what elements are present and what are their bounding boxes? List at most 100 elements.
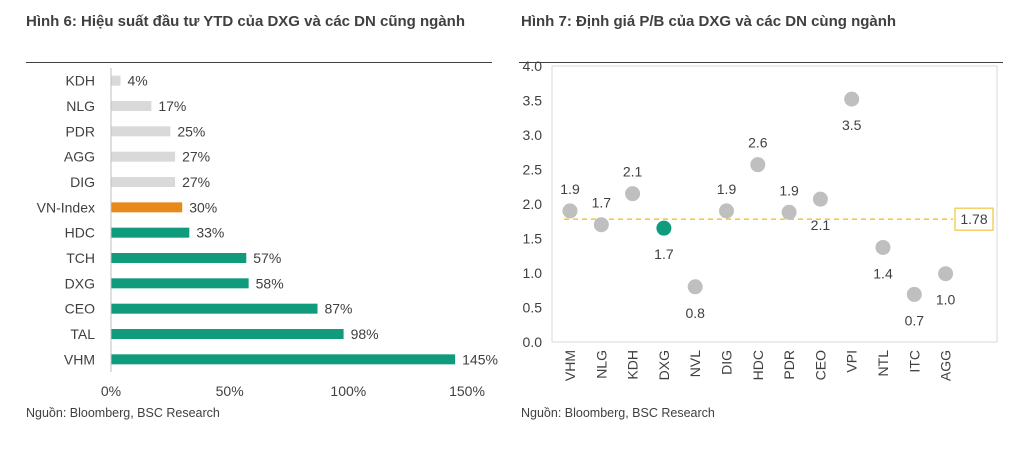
value-label-kdh: 4% (127, 73, 147, 89)
x-tick-label: 50% (216, 383, 244, 399)
point-nvl (687, 279, 703, 295)
y-tick-label: 3.5 (523, 93, 543, 109)
y-tick-label: 3.0 (523, 127, 543, 143)
left-bar-chart: KDH 4% NLG 17% PDR 25% AGG 27% DIG 27% VN-Index 30%… (37, 68, 498, 399)
x-tick-label: 0% (101, 383, 121, 399)
bar-ceo (111, 303, 318, 314)
value-label-dig: 27% (182, 174, 210, 190)
left-title-divider (26, 62, 492, 63)
x-category-label-dig: DIG (719, 350, 735, 375)
category-label-hdc: HDC (65, 225, 95, 241)
category-label-nlg: NLG (66, 98, 95, 114)
point-dig (719, 203, 734, 219)
point-label-ceo: 2.1 (811, 217, 831, 233)
bar-vn-index (111, 202, 183, 213)
point-dxg (656, 220, 672, 236)
value-label-nlg: 17% (158, 98, 186, 114)
point-label-vpi: 3.5 (842, 117, 862, 133)
category-label-tch: TCH (66, 250, 95, 266)
value-label-ceo: 87% (324, 301, 352, 317)
point-label-ntl: 1.4 (873, 265, 893, 281)
category-label-tal: TAL (70, 326, 95, 342)
bar-tch (111, 253, 247, 263)
bar-pdr (111, 126, 171, 137)
point-vpi (844, 91, 860, 107)
point-label-dig: 1.9 (717, 181, 737, 197)
average-label: 1.78 (960, 211, 987, 227)
category-label-dxg: DXG (65, 275, 95, 291)
value-label-dxg: 58% (256, 275, 284, 291)
point-label-dxg: 1.7 (654, 246, 674, 262)
x-category-label-ceo: CEO (812, 350, 828, 380)
y-tick-label: 2.5 (523, 162, 543, 178)
point-vhm (562, 203, 578, 219)
bar-dig (111, 177, 176, 187)
point-label-itc: 0.7 (905, 312, 925, 328)
point-label-vhm: 1.9 (560, 181, 580, 197)
x-category-label-vpi: VPI (844, 350, 860, 373)
point-label-hdc: 2.6 (748, 135, 768, 151)
right-chart-title: Hình 7: Định giá P/B của DXG và các DN c… (521, 13, 897, 30)
value-label-vn-index: 30% (189, 199, 217, 215)
y-tick-label: 4.0 (523, 58, 543, 74)
category-label-pdr: PDR (65, 123, 95, 139)
x-category-label-hdc: HDC (750, 350, 766, 380)
value-label-tal: 98% (351, 326, 379, 342)
point-ntl (875, 239, 891, 255)
right-figure: Hình 7: Định giá P/B của DXG và các DN c… (505, 0, 1022, 459)
point-label-pdr: 1.9 (779, 182, 799, 198)
category-label-vhm: VHM (64, 351, 95, 367)
right-chart-source: Nguồn: Bloomberg, BSC Research (521, 406, 715, 420)
point-ceo (812, 191, 828, 207)
value-label-agg: 27% (182, 149, 210, 165)
bar-nlg (111, 101, 152, 111)
point-label-nlg: 1.7 (592, 195, 612, 211)
value-label-tch: 57% (253, 250, 281, 266)
category-label-dig: DIG (70, 174, 95, 190)
bar-hdc (111, 227, 190, 238)
bar-tal (111, 329, 344, 339)
x-category-label-vhm: VHM (562, 350, 578, 381)
y-tick-label: 0.5 (523, 300, 543, 316)
category-label-ceo: CEO (65, 301, 95, 317)
point-nlg (593, 217, 609, 233)
point-agg (938, 266, 954, 282)
x-tick-label: 150% (449, 383, 485, 399)
left-figure: Hình 6: Hiệu suất đầu tư YTD của DXG và … (0, 0, 505, 459)
bar-agg (111, 151, 176, 162)
x-category-label-agg: AGG (938, 350, 954, 381)
category-label-kdh: KDH (65, 73, 95, 89)
bar-dxg (111, 278, 249, 289)
x-category-label-nvl: NVL (687, 350, 703, 377)
point-label-nvl: 0.8 (685, 305, 705, 321)
x-category-label-ntl: NTL (875, 350, 891, 377)
x-tick-label: 100% (330, 383, 366, 399)
value-label-pdr: 25% (177, 123, 205, 139)
right-scatter-chart: 0.0 0.5 1.0 1.5 2.0 2.5 3.0 3.5 4.0 1.9 VHM 1.7 NLG 2… (523, 58, 998, 381)
left-chart-source: Nguồn: Bloomberg, BSC Research (26, 406, 220, 420)
x-category-label-pdr: PDR (781, 350, 797, 380)
bar-kdh (111, 75, 121, 86)
point-kdh (625, 186, 641, 202)
y-tick-label: 0.0 (523, 334, 543, 350)
category-label-vn-index: VN-Index (37, 199, 95, 215)
x-category-label-nlg: NLG (593, 350, 609, 379)
value-label-vhm: 145% (462, 351, 498, 367)
x-category-label-kdh: KDH (625, 350, 641, 380)
point-label-kdh: 2.1 (623, 164, 643, 180)
point-hdc (750, 157, 766, 173)
left-chart-title: Hình 6: Hiệu suất đầu tư YTD của DXG và … (26, 13, 465, 30)
y-tick-label: 2.0 (523, 196, 543, 212)
point-label-agg: 1.0 (936, 292, 956, 308)
point-itc (906, 286, 922, 302)
y-tick-label: 1.5 (523, 231, 543, 247)
x-category-label-dxg: DXG (656, 350, 672, 380)
plot-area-frame (551, 65, 998, 343)
right-title-divider (519, 62, 1003, 63)
y-tick-label: 1.0 (523, 265, 543, 281)
average-label-box (954, 207, 994, 231)
x-category-label-itc: ITC (906, 350, 922, 373)
category-label-agg: AGG (64, 149, 95, 165)
value-label-hdc: 33% (196, 225, 224, 241)
point-pdr (781, 204, 797, 220)
